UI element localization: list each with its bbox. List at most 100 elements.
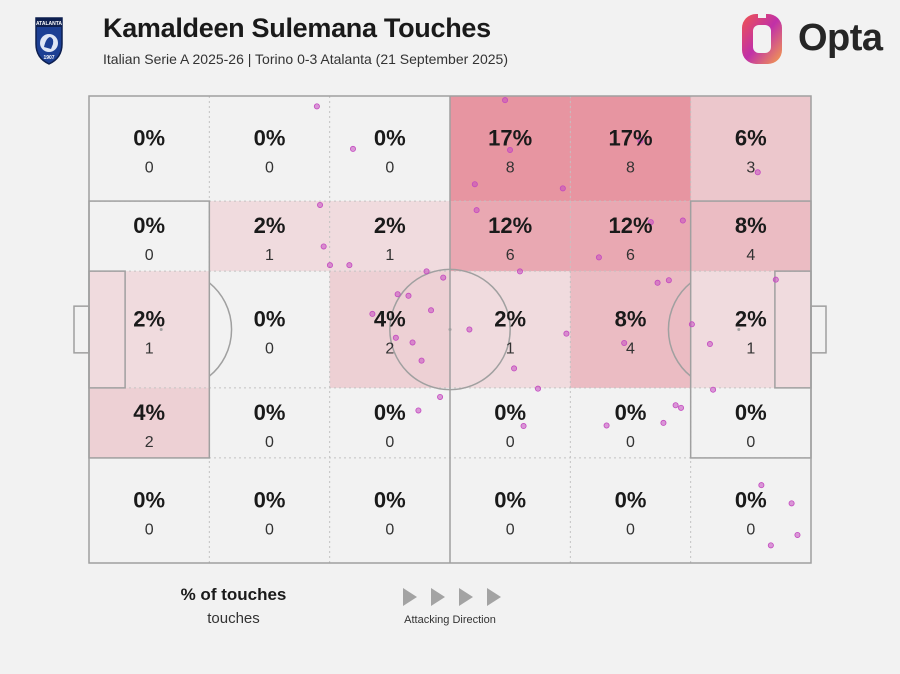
legend-title: % of touches [180,585,287,604]
touch-point [473,207,480,214]
cell-percentage-label: 2% [133,307,165,332]
cell-percentage-label: 2% [494,307,526,332]
touch-point [415,407,422,414]
centre-spot [448,328,452,331]
cell-percentage-label: 0% [615,487,647,512]
cell-percentage-label: 6% [735,126,767,151]
touch-point [392,334,399,341]
touch-point [317,201,324,208]
cell-count-label: 4 [626,341,635,358]
cell-percentage-label: 17% [608,126,652,151]
cell-percentage-label: 4% [374,307,406,332]
touch-point [437,393,444,400]
cell-count-label: 3 [746,160,755,177]
touch-point [423,268,430,275]
touch-point [563,330,570,337]
cell-percentage-label: 0% [133,126,165,151]
cell-percentage-label: 0% [133,213,165,238]
cell-count-label: 0 [265,434,274,451]
heatmap-cell [89,387,210,458]
touch-point [369,310,376,317]
touch-point [772,276,779,283]
cell-count-label: 0 [385,160,394,177]
touch-point [466,326,473,333]
cell-count-label: 0 [385,434,394,451]
touch-point [320,243,327,250]
touch-point [418,357,425,364]
touch-point [767,542,774,549]
cell-count-label: 0 [746,434,755,451]
cell-percentage-label: 4% [133,400,165,425]
touch-point [637,137,644,144]
cell-count-label: 6 [506,247,515,264]
cell-count-label: 1 [145,341,154,358]
touch-point [660,419,667,426]
touch-point [559,185,566,192]
touch-point [394,291,401,298]
cell-percentage-label: 2% [735,307,767,332]
touch-point [710,386,717,393]
touch-point [502,97,509,104]
right-penalty-spot [737,328,741,331]
touch-point [507,146,514,153]
cell-count-label: 2 [385,341,394,358]
cell-percentage-label: 0% [615,400,647,425]
touch-point [595,254,602,261]
heatmap-cell [690,96,811,202]
cell-percentage-label: 0% [254,400,286,425]
touch-point [511,365,518,372]
cell-count-label: 8 [506,160,515,177]
touch-point [672,402,679,409]
page-title: Kamaldeen Sulemana Touches [103,13,491,43]
cell-percentage-label: 0% [494,400,526,425]
cell-percentage-label: 12% [608,213,652,238]
crest-text: ATALANTA [36,21,62,27]
touch-point [313,103,320,110]
touch-point [688,321,695,328]
touch-point [534,385,541,392]
cell-count-label: 0 [506,434,515,451]
cell-count-label: 0 [145,247,154,264]
cell-count-label: 0 [626,434,635,451]
cell-count-label: 1 [265,247,274,264]
attacking-direction-label: Attacking Direction [404,614,496,626]
touch-point [471,181,478,188]
cell-percentage-label: 0% [374,487,406,512]
cell-count-label: 0 [145,160,154,177]
touch-point [706,341,713,348]
cell-percentage-label: 8% [735,213,767,238]
touch-point [654,279,661,286]
cell-count-label: 1 [746,341,755,358]
cell-percentage-label: 0% [374,126,406,151]
heatmap-cell [450,201,571,272]
touch-point [409,339,416,346]
touch-point [788,500,795,507]
cell-percentage-label: 8% [615,307,647,332]
touch-point [678,404,685,411]
cell-count-label: 2 [145,434,154,451]
cell-percentage-label: 0% [494,487,526,512]
right-goal [810,305,827,354]
left-penalty-spot [159,328,163,331]
cell-percentage-label: 0% [374,400,406,425]
opta-brand-text: Opta [798,17,883,59]
atalanta-crest-logo: ATALANTA 1907 [35,17,63,65]
touch-point [647,219,654,226]
cell-count-label: 0 [265,160,274,177]
heatmap-cell [329,201,450,272]
legend-subtitle: touches [207,610,260,627]
cell-percentage-label: 0% [254,307,286,332]
heatmap-cell [570,96,691,202]
heatmap-cell [690,201,811,272]
touch-point [516,268,523,275]
touch-point [603,422,610,429]
touch-point [679,217,686,224]
heatmap-cell [209,201,330,272]
left-goal [73,305,90,354]
cell-count-label: 0 [145,521,154,538]
heatmap-cell [89,271,210,388]
cell-percentage-label: 0% [133,487,165,512]
touch-point [758,482,765,489]
right-penalty-arc [667,282,692,377]
